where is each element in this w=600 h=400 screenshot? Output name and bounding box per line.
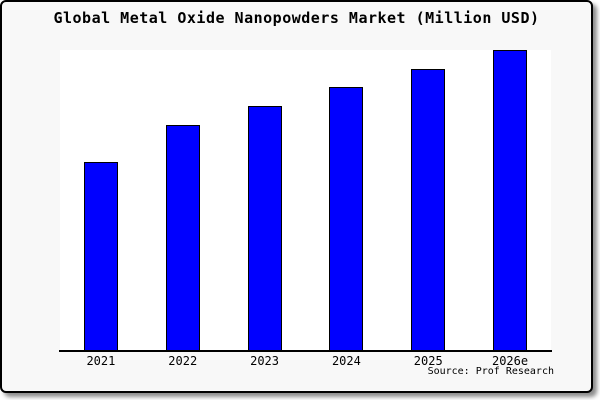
bar-2022 xyxy=(165,125,200,350)
bar-2025 xyxy=(411,68,446,350)
bar-2023 xyxy=(247,106,282,350)
bar-slot-2021 xyxy=(60,50,142,350)
bar-slot-2024 xyxy=(305,50,387,350)
chart-title: Global Metal Oxide Nanopowders Market (M… xyxy=(53,9,540,27)
x-tick-label-2022: 2022 xyxy=(168,354,198,368)
bar-slot-2023 xyxy=(224,50,306,350)
source-credit: Source: Prof Research xyxy=(427,366,554,377)
bars-group xyxy=(60,50,551,350)
bar-slot-2022 xyxy=(142,50,224,350)
plot-area xyxy=(60,50,551,350)
bar-slot-2025 xyxy=(387,50,469,350)
chart-container: Global Metal Oxide Nanopowders Market (M… xyxy=(0,0,593,393)
bar-2026e xyxy=(493,50,528,350)
bar-2024 xyxy=(329,86,364,350)
x-tick-label-2021: 2021 xyxy=(86,354,116,368)
x-tick-label-2024: 2024 xyxy=(331,354,361,368)
x-tick-label-2023: 2023 xyxy=(250,354,280,368)
bar-2021 xyxy=(83,161,118,350)
x-axis-labels: 2021 2022 2023 2024 2025 2026e xyxy=(60,354,551,368)
bar-slot-2026e xyxy=(469,50,551,350)
x-axis-line xyxy=(59,350,552,352)
x-tick-label-2025: 2025 xyxy=(413,354,443,368)
x-tick-label-2026e: 2026e xyxy=(491,354,529,368)
